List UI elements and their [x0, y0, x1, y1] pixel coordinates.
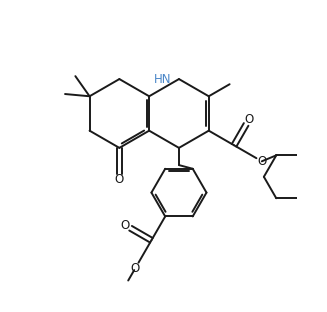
Text: O: O: [257, 155, 267, 168]
Text: O: O: [131, 261, 140, 275]
Text: O: O: [121, 219, 130, 232]
Text: O: O: [245, 113, 254, 125]
Text: HN: HN: [154, 73, 172, 85]
Text: O: O: [115, 173, 124, 186]
